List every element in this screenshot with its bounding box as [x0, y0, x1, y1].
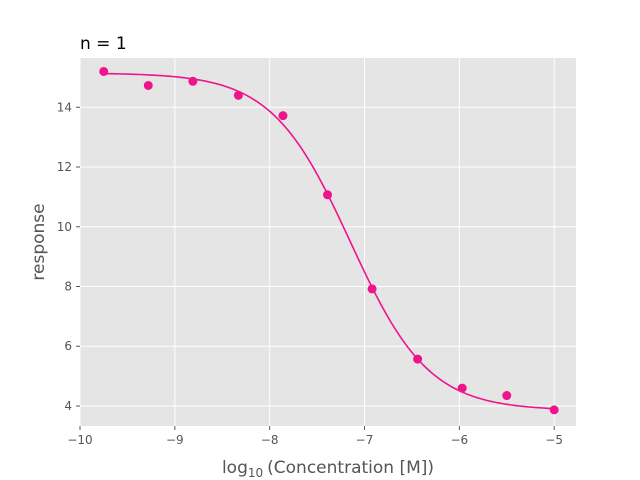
- data-point: [233, 90, 243, 100]
- plot-background: [80, 58, 576, 426]
- grid: [79, 58, 576, 426]
- data-point: [502, 391, 512, 401]
- x-axis-label: log10 (Concentration [M]): [222, 458, 434, 480]
- y-tick-label: 6: [64, 339, 72, 353]
- data-points: [99, 66, 559, 415]
- data-point: [188, 76, 198, 86]
- data-point: [323, 190, 333, 200]
- x-tick-label: −7: [356, 433, 374, 447]
- data-point: [278, 111, 288, 121]
- x-axis-label-suffix: (Concentration [M]): [267, 458, 434, 478]
- y-axis-label: response: [29, 203, 49, 280]
- data-point: [99, 66, 109, 76]
- x-axis-label-subscript: 10: [248, 466, 263, 480]
- data-point: [413, 354, 423, 364]
- x-axis: −10 −9 −8 −7 −6 −5: [67, 426, 563, 447]
- data-point: [457, 383, 467, 393]
- chart-title: n = 1: [80, 34, 127, 54]
- x-axis-label-prefix: log: [222, 458, 248, 478]
- y-tick-label: 10: [57, 220, 72, 234]
- x-tick-label: −10: [67, 433, 92, 447]
- x-tick-label: −8: [261, 433, 279, 447]
- y-tick-label: 14: [57, 100, 72, 114]
- data-point: [549, 405, 559, 415]
- y-tick-label: 4: [64, 399, 72, 413]
- y-axis: 4 6 8 10 12 14: [57, 100, 80, 413]
- data-point: [367, 284, 377, 294]
- data-point: [143, 80, 153, 90]
- x-tick-label: −5: [545, 433, 563, 447]
- x-tick-label: −6: [450, 433, 468, 447]
- x-tick-label: −9: [166, 433, 184, 447]
- y-tick-label: 12: [57, 160, 72, 174]
- y-tick-label: 8: [64, 280, 72, 294]
